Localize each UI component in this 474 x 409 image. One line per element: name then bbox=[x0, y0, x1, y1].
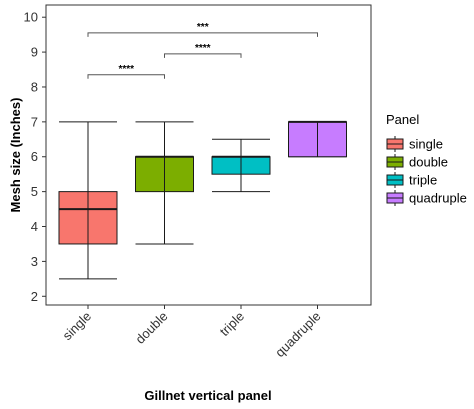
y-tick-label: 2 bbox=[31, 289, 38, 304]
y-tick-label: 9 bbox=[31, 45, 38, 60]
legend-label: quadruple bbox=[409, 191, 467, 206]
significance-label: **** bbox=[195, 43, 211, 54]
significance-bracket: **** bbox=[164, 43, 242, 58]
x-tick-label: quadruple bbox=[272, 309, 323, 360]
x-tick-label: double bbox=[132, 309, 170, 347]
y-tick-label: 10 bbox=[24, 10, 38, 25]
significance-layer: *********** bbox=[87, 22, 318, 79]
significance-label: *** bbox=[197, 22, 209, 33]
significance-label: **** bbox=[118, 64, 134, 75]
y-tick-label: 7 bbox=[31, 114, 38, 129]
x-tick-label: triple bbox=[217, 309, 248, 340]
y-tick-label: 6 bbox=[31, 149, 38, 164]
x-tick-label: single bbox=[59, 309, 94, 344]
box-layer bbox=[58, 120, 347, 280]
y-tick-label: 8 bbox=[31, 79, 38, 94]
box-triple bbox=[211, 138, 271, 193]
bracket-line bbox=[87, 74, 165, 79]
box-single bbox=[58, 121, 118, 280]
legend: Panel single double triple quadruple bbox=[386, 112, 467, 206]
legend-label: double bbox=[409, 155, 448, 170]
y-axis-title: Mesh size (Inches) bbox=[8, 98, 23, 213]
legend-title: Panel bbox=[386, 112, 419, 127]
legend-item-double: double bbox=[386, 154, 448, 170]
legend-item-single: single bbox=[386, 136, 443, 152]
x-axis-title: Gillnet vertical panel bbox=[144, 388, 271, 403]
legend-label: triple bbox=[409, 173, 437, 188]
legend-item-triple: triple bbox=[386, 172, 437, 188]
bracket-line bbox=[87, 32, 318, 37]
y-tick-label: 3 bbox=[31, 254, 38, 269]
bracket-line bbox=[164, 53, 242, 58]
y-tick-label: 4 bbox=[31, 219, 38, 234]
y-tick-label: 5 bbox=[31, 184, 38, 199]
significance-bracket: *** bbox=[87, 22, 318, 37]
significance-bracket: **** bbox=[87, 64, 165, 79]
legend-label: single bbox=[409, 137, 443, 152]
x-axis: single double triple quadruple bbox=[59, 305, 324, 360]
y-axis: 2 3 4 5 6 7 8 9 10 bbox=[24, 10, 46, 304]
legend-item-quadruple: quadruple bbox=[386, 190, 467, 206]
box-quadruple bbox=[288, 120, 347, 158]
box-double bbox=[135, 121, 194, 245]
